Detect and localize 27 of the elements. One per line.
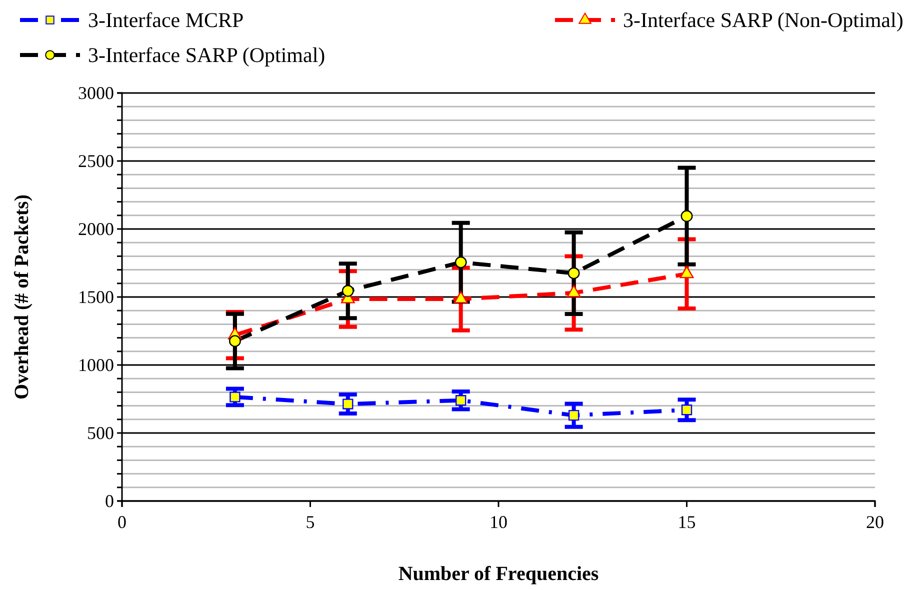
point [229, 335, 241, 348]
legend-label: 3-Interface SARP (Optimal) [88, 43, 326, 67]
y-tick-label: 500 [87, 422, 114, 443]
x-axis-title: Number of Frequencies [398, 563, 599, 585]
x-tick-label: 15 [678, 512, 696, 532]
point [342, 398, 354, 410]
point [456, 395, 466, 406]
legend-label: 3-Interface SARP (Non-Optimal) [623, 8, 904, 32]
point [454, 256, 467, 268]
legend-label: 3-Interface MCRP [88, 8, 244, 32]
point [568, 410, 580, 421]
point [230, 392, 240, 402]
point [568, 267, 580, 280]
y-tick-label: 3000 [78, 82, 114, 103]
x-tick-label: 10 [490, 512, 508, 532]
y-tick-label: 1500 [78, 286, 114, 307]
x-tick-label: 0 [118, 512, 126, 532]
y-tick-label: 0 [105, 490, 114, 511]
x-tick-label: 5 [306, 512, 315, 532]
point [680, 210, 693, 222]
x-tick-label: 20 [866, 512, 884, 532]
y-tick-label: 2000 [78, 218, 114, 239]
y-axis-title: Overhead (# of Packets) [11, 194, 33, 400]
y-tick-label: 1000 [78, 354, 114, 375]
point [342, 284, 354, 297]
point [681, 404, 692, 416]
y-tick-label: 2500 [78, 150, 114, 171]
